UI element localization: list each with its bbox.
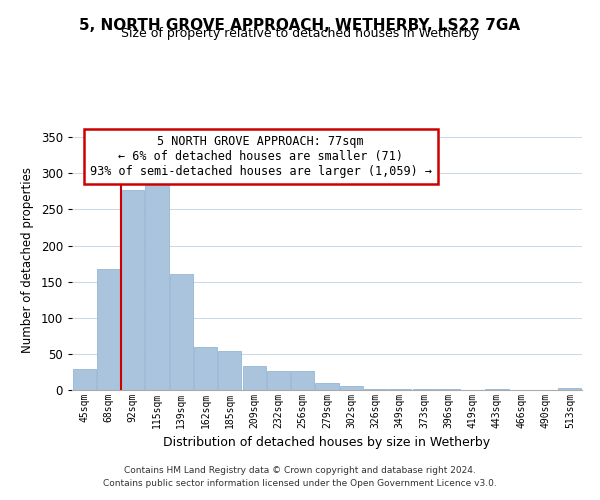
- Text: 5 NORTH GROVE APPROACH: 77sqm
← 6% of detached houses are smaller (71)
93% of se: 5 NORTH GROVE APPROACH: 77sqm ← 6% of de…: [90, 135, 432, 178]
- Bar: [218, 351, 241, 390]
- Bar: [97, 268, 120, 390]
- Bar: [145, 180, 169, 390]
- Bar: [267, 370, 290, 390]
- Bar: [291, 370, 314, 390]
- Bar: [364, 388, 387, 390]
- Text: Contains HM Land Registry data © Crown copyright and database right 2024.
Contai: Contains HM Land Registry data © Crown c…: [103, 466, 497, 487]
- Bar: [559, 388, 581, 390]
- Text: 5, NORTH GROVE APPROACH, WETHERBY, LS22 7GA: 5, NORTH GROVE APPROACH, WETHERBY, LS22 …: [79, 18, 521, 32]
- Bar: [170, 274, 193, 390]
- Text: Size of property relative to detached houses in Wetherby: Size of property relative to detached ho…: [121, 28, 479, 40]
- Bar: [121, 190, 144, 390]
- Y-axis label: Number of detached properties: Number of detached properties: [21, 167, 34, 353]
- Bar: [242, 366, 266, 390]
- Text: Distribution of detached houses by size in Wetherby: Distribution of detached houses by size …: [163, 436, 491, 449]
- Bar: [194, 346, 217, 390]
- Bar: [316, 383, 338, 390]
- Bar: [340, 386, 363, 390]
- Bar: [73, 369, 95, 390]
